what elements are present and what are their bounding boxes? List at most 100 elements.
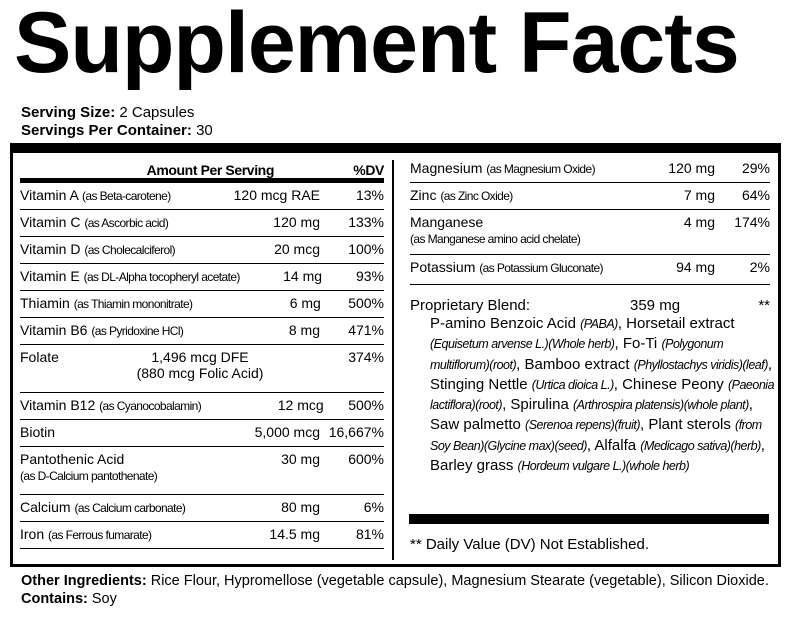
blend-ingredient-text: , Barley grass bbox=[430, 436, 765, 475]
nutrient-row: Vitamin D (as Cholecalciferol) 20 mcg 100% bbox=[20, 237, 384, 264]
nutrient-label: Calcium bbox=[20, 499, 71, 515]
amount-value: 4 mg bbox=[683, 214, 715, 230]
page-title: Supplement Facts bbox=[14, 0, 740, 91]
right-nutrient-table: Magnesium (as Magnesium Oxide) 120 mg 29% Z… bbox=[410, 156, 770, 285]
serving-size: Serving Size: 2 Capsules bbox=[21, 104, 194, 121]
blend-ingredient-text: , Spirulina bbox=[502, 396, 573, 414]
nutrient-name: Vitamin A (as Beta-carotene) bbox=[20, 187, 190, 203]
nutrient-source: (as Potassium Gluconate) bbox=[479, 261, 603, 275]
amount-value: 120 mcg RAE bbox=[233, 187, 320, 203]
nutrient-amount: 5,000 mcg bbox=[190, 424, 320, 440]
blend-ingredients: P-amino Benzoic Acid (PABA), Horsetail e… bbox=[410, 314, 780, 476]
nutrient-label: Folate bbox=[20, 349, 59, 365]
amount-value: 20 mcg bbox=[274, 241, 320, 257]
blend-ingredient-text: (Medicago sativa)(herb) bbox=[640, 438, 761, 453]
nutrient-row: Vitamin A (as Beta-carotene) 120 mcg RAE 1… bbox=[20, 183, 384, 210]
blend-ingredient-text: P-amino Benzoic Acid bbox=[430, 315, 581, 332]
nutrient-source: (as Ascorbic acid) bbox=[84, 216, 169, 230]
nutrient-label: Iron bbox=[20, 526, 45, 542]
nutrient-row: Thiamin (as Thiamin mononitrate) 6 mg 500% bbox=[20, 291, 384, 318]
amount-value: 30 mg bbox=[281, 451, 320, 467]
nutrient-dv: 100% bbox=[348, 241, 384, 257]
nutrient-label: Biotin bbox=[20, 424, 56, 440]
nutrient-dv: 13% bbox=[355, 187, 384, 203]
blend-ingredient-text: (Hordeum vulgare L.)(whole herb) bbox=[517, 459, 690, 474]
nutrient-label: Zinc bbox=[410, 187, 437, 203]
contains-label: Contains: bbox=[21, 591, 88, 607]
nutrient-source: (as Zinc Oxide) bbox=[440, 189, 513, 203]
nutrient-source: (as Magnesium Oxide) bbox=[486, 162, 595, 176]
dv-note: ** Daily Value (DV) Not Established. bbox=[410, 536, 649, 553]
nutrient-amount: 4 mg bbox=[635, 214, 715, 230]
nutrient-label: Magnesium bbox=[410, 160, 483, 176]
divider-bar bbox=[10, 143, 781, 153]
blend-ingredient-text: , Plant sterols bbox=[640, 416, 736, 434]
nutrient-dv: 500% bbox=[348, 295, 384, 311]
blend-ingredient-text: , Fo-Ti bbox=[614, 335, 662, 353]
blend-ingredient-text: , Chinese Peony bbox=[613, 375, 728, 393]
blend-ingredient-text: (Paeonia lactiflora)(root) bbox=[430, 377, 775, 413]
amount-value: 1,496 mcg DFE bbox=[151, 349, 249, 365]
nutrient-dv: 29% bbox=[741, 160, 770, 176]
nutrient-dv: 133% bbox=[348, 214, 384, 230]
nutrient-row: Vitamin C (as Ascorbic acid) 120 mg 133% bbox=[20, 210, 384, 237]
nutrient-dv: 93% bbox=[355, 268, 384, 284]
blend-name: Proprietary Blend: bbox=[410, 297, 531, 314]
nutrient-name: Zinc (as Zinc Oxide) bbox=[410, 187, 635, 203]
amount-secondary: (880 mcg Folic Acid) bbox=[136, 365, 264, 381]
amount-value: 6 mg bbox=[289, 295, 321, 311]
nutrient-amount: 6 mg bbox=[192, 295, 321, 311]
amount-value: 7 mg bbox=[683, 187, 715, 203]
nutrient-source: (as Calcium carbonate) bbox=[74, 501, 186, 515]
blend-dv: ** bbox=[758, 297, 770, 314]
nutrient-name: Iron (as Ferrous fumarate) bbox=[20, 526, 190, 542]
nutrient-name: Vitamin B12 (as Cyanocobalamin) bbox=[20, 397, 202, 413]
nutrient-amount: 14 mg bbox=[240, 268, 322, 284]
nutrient-dv: 600% bbox=[348, 451, 384, 467]
blend-amount: 359 mg bbox=[630, 297, 681, 314]
servings-per-container: Servings Per Container: 30 bbox=[21, 122, 213, 139]
nutrient-row: Iron (as Ferrous fumarate) 14.5 mg 81% bbox=[20, 522, 384, 549]
nutrient-amount: 20 mcg bbox=[190, 241, 320, 257]
nutrient-name: Folate bbox=[20, 349, 80, 365]
nutrient-row: Pantothenic Acid (as D-Calcium pantothena… bbox=[20, 447, 384, 495]
nutrient-label: Vitamin D bbox=[20, 241, 81, 257]
amount-header: Amount Per Serving bbox=[146, 162, 275, 178]
amount-value: 14.5 mg bbox=[269, 526, 320, 542]
nutrient-row: Magnesium (as Magnesium Oxide) 120 mg 29% bbox=[410, 156, 770, 183]
nutrient-row: Biotin 5,000 mcg 16,667% bbox=[20, 420, 384, 447]
contains-value: Soy bbox=[91, 591, 117, 607]
nutrient-label: Thiamin bbox=[20, 295, 70, 311]
nutrient-row: Zinc (as Zinc Oxide) 7 mg 64% bbox=[410, 183, 770, 210]
nutrient-name: Manganese (as Manganese amino acid chelat… bbox=[410, 214, 635, 246]
left-nutrient-table: Amount Per Serving %DV Vitamin A (as Bet… bbox=[20, 156, 384, 549]
blend-ingredient-text: (Phyllostachys viridis)(leaf) bbox=[633, 357, 769, 372]
nutrient-name: Vitamin E (as DL-Alpha tocopheryl acetat… bbox=[20, 268, 240, 284]
nutrient-label: Manganese bbox=[410, 214, 484, 230]
nutrient-name: Magnesium (as Magnesium Oxide) bbox=[410, 160, 635, 176]
blend-ingredient-text: , Horsetail extract bbox=[617, 315, 735, 332]
column-divider bbox=[392, 160, 394, 560]
blend-ingredient-text: (Polygonum multiflorum)(root) bbox=[430, 337, 724, 372]
nutrient-amount: 94 mg bbox=[635, 259, 715, 275]
nutrient-name: Vitamin C (as Ascorbic acid) bbox=[20, 214, 190, 230]
divider-bar bbox=[409, 514, 769, 524]
nutrient-amount: 1,496 mcg DFE (880 mcg Folic Acid) bbox=[80, 349, 320, 381]
blend-ingredient-text: (PABA) bbox=[580, 317, 618, 331]
nutrient-dv: 81% bbox=[355, 526, 384, 542]
nutrient-name: Biotin bbox=[20, 424, 190, 440]
other-label: Other Ingredients: bbox=[21, 573, 147, 589]
blend-ingredient-text: , Bamboo extract bbox=[516, 355, 634, 373]
nutrient-label: Pantothenic Acid bbox=[20, 451, 125, 467]
other-ingredients: Other Ingredients: Rice Flour, Hypromell… bbox=[21, 572, 781, 608]
nutrient-label: Vitamin E bbox=[20, 268, 80, 284]
blend-ingredient-text: , Alfalfa bbox=[586, 436, 641, 454]
nutrient-amount: 120 mcg RAE bbox=[190, 187, 320, 203]
proprietary-blend: Proprietary Blend: 359 mg ** P-amino Ben… bbox=[410, 297, 775, 476]
blend-ingredient-text: (Serenoa repens)(fruit) bbox=[525, 418, 640, 433]
nutrient-amount: 8 mg bbox=[190, 322, 320, 338]
serving-size-value: 2 Capsules bbox=[119, 104, 195, 121]
nutrient-label: Vitamin B6 bbox=[20, 322, 88, 338]
nutrient-row: Calcium (as Calcium carbonate) 80 mg 6% bbox=[20, 495, 384, 522]
nutrient-source: (as Cyanocobalamin) bbox=[99, 399, 202, 413]
